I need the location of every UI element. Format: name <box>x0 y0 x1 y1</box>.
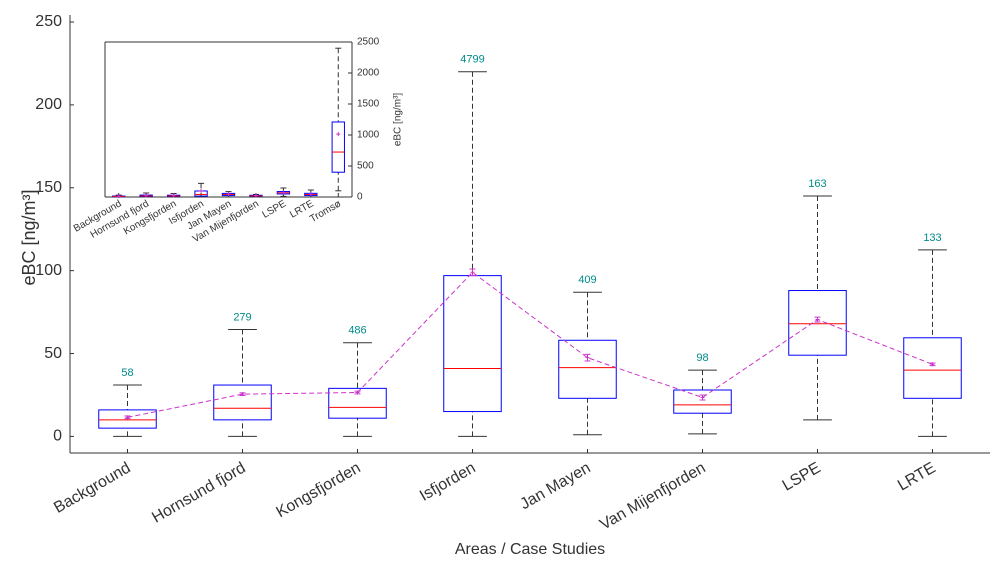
y-tick-label: 2000 <box>357 68 380 79</box>
y-tick-label: 50 <box>44 345 62 362</box>
mean-marker <box>116 194 121 199</box>
y-axis-label: eBC [ng/m³] <box>19 189 39 285</box>
count-label: 279 <box>233 311 251 323</box>
y-tick-label: 2500 <box>357 37 380 48</box>
mean-marker <box>199 188 204 193</box>
y-tick-label: 200 <box>35 96 62 113</box>
mean-marker <box>253 193 258 198</box>
x-tick-label: Jan Mayen <box>517 459 593 513</box>
box <box>213 384 272 421</box>
x-tick-label: LRTE <box>895 459 939 494</box>
box <box>98 409 157 429</box>
mean-marker <box>281 190 286 195</box>
y-axis-label: eBC [ng/m³] <box>393 93 404 147</box>
mean-marker <box>308 192 313 197</box>
y-tick-label: 500 <box>357 161 374 172</box>
box <box>558 339 617 399</box>
box <box>673 389 732 414</box>
x-tick-label: Tromsø <box>308 198 343 225</box>
x-tick-label: Kongsfjorden <box>273 459 363 521</box>
x-tick-label: Isfjorden <box>417 459 479 504</box>
mean-marker <box>336 132 341 137</box>
x-tick-label: LSPE <box>261 198 289 220</box>
mean-marker <box>470 270 475 275</box>
count-label: 98 <box>696 352 708 364</box>
box <box>443 275 502 413</box>
count-label: 133 <box>923 232 941 244</box>
y-tick-label: 100 <box>35 262 62 279</box>
mean-line <box>127 271 933 418</box>
count-label: 58 <box>121 367 133 379</box>
y-tick-label: 1500 <box>357 99 380 110</box>
y-tick-label: 0 <box>53 428 62 445</box>
box <box>788 290 847 356</box>
y-tick-label: 250 <box>35 13 62 30</box>
count-label: 4799 <box>460 54 484 66</box>
box <box>328 387 387 419</box>
x-tick-label: Background <box>51 459 133 516</box>
count-label: 486 <box>348 325 366 337</box>
x-tick-label: Hornsund fjord <box>149 459 248 526</box>
mean-marker <box>700 395 705 400</box>
x-tick-label: Van Mijenfjorden <box>597 459 708 533</box>
x-tick-label: LSPE <box>780 459 824 494</box>
y-tick-label: 150 <box>35 179 62 196</box>
count-label: 163 <box>808 178 826 190</box>
y-tick-label: 1000 <box>357 130 380 141</box>
mean-marker <box>171 193 176 198</box>
mean-marker <box>144 193 149 198</box>
mean-marker <box>226 192 231 197</box>
mean-marker <box>585 355 590 360</box>
x-axis-label: Areas / Case Studies <box>455 541 605 558</box>
y-tick-label: 0 <box>357 192 363 203</box>
box <box>331 121 345 173</box>
box <box>903 337 962 399</box>
count-label: 409 <box>578 274 596 286</box>
